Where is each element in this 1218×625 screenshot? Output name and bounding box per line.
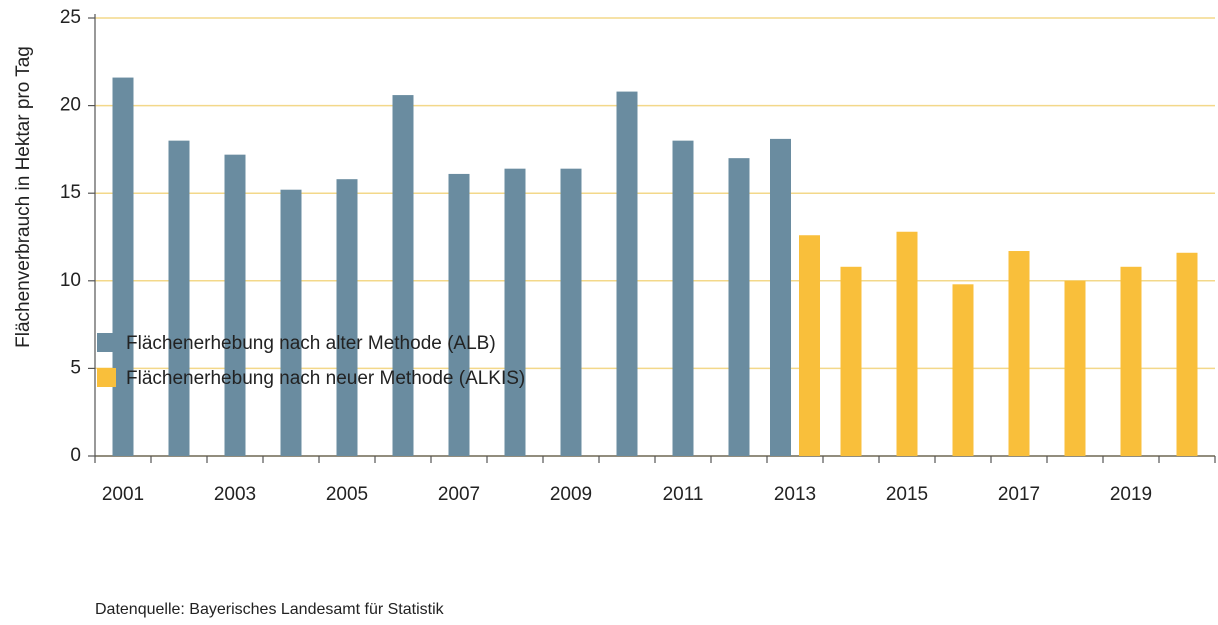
y-axis-label: Flächenverbrauch in Hektar pro Tag bbox=[13, 46, 34, 348]
x-tick-label: 2003 bbox=[214, 484, 256, 505]
bar bbox=[224, 154, 246, 456]
bar bbox=[448, 173, 470, 457]
bar bbox=[840, 266, 862, 456]
bar bbox=[672, 140, 694, 456]
bar bbox=[616, 91, 638, 457]
x-tick-label: 2001 bbox=[102, 484, 144, 505]
bar bbox=[560, 168, 582, 456]
bar bbox=[280, 189, 302, 457]
x-tick-label: 2019 bbox=[1110, 484, 1152, 505]
y-tick-label: 10 bbox=[60, 270, 81, 291]
bar bbox=[1120, 266, 1142, 456]
bar bbox=[112, 77, 134, 457]
x-tick-label: 2005 bbox=[326, 484, 368, 505]
bar bbox=[336, 179, 358, 456]
y-tick-label: 15 bbox=[60, 182, 81, 203]
legend-swatch bbox=[97, 333, 116, 352]
bar bbox=[504, 168, 526, 456]
x-tick-label: 2013 bbox=[774, 484, 816, 505]
legend-label: Flächenerhebung nach alter Methode (ALB) bbox=[126, 333, 496, 354]
y-tick-label: 20 bbox=[60, 95, 81, 116]
bar bbox=[896, 231, 918, 456]
y-tick-label: 25 bbox=[60, 7, 81, 28]
bar bbox=[770, 138, 791, 456]
y-tick-label: 0 bbox=[70, 445, 81, 466]
legend-swatch bbox=[97, 368, 116, 387]
bar bbox=[1008, 251, 1030, 456]
bar bbox=[392, 95, 414, 456]
x-tick-label: 2011 bbox=[663, 484, 704, 505]
y-tick-label: 5 bbox=[70, 357, 81, 378]
bar bbox=[728, 158, 750, 456]
x-tick-label: 2015 bbox=[886, 484, 928, 505]
x-tick-label: 2007 bbox=[438, 484, 480, 505]
source-note: Datenquelle: Bayerisches Landesamt für S… bbox=[95, 601, 445, 618]
legend-label: Flächenerhebung nach neuer Methode (ALKI… bbox=[126, 368, 525, 389]
bar bbox=[168, 140, 190, 456]
bar bbox=[1176, 252, 1198, 456]
bar bbox=[1064, 280, 1086, 456]
bar bbox=[952, 284, 974, 456]
x-tick-label: 2009 bbox=[550, 484, 592, 505]
x-tick-label: 2017 bbox=[998, 484, 1040, 505]
bar bbox=[799, 235, 820, 456]
